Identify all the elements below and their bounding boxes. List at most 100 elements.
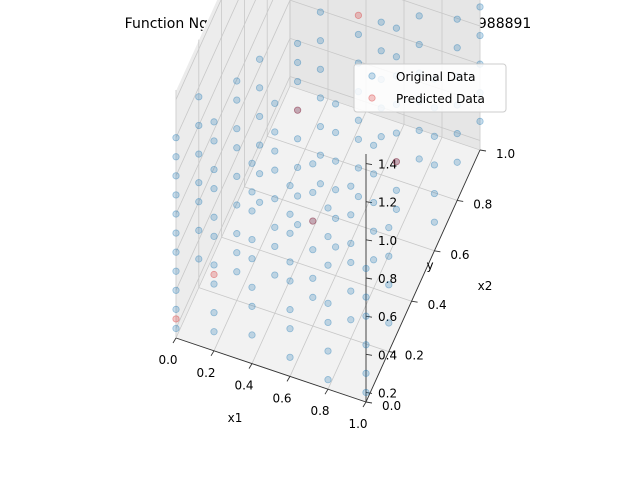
original-data-point xyxy=(354,30,362,39)
y-gridline xyxy=(289,0,481,151)
legend-label: Original Data xyxy=(396,70,475,84)
original-data-point xyxy=(286,229,294,237)
original-data-point xyxy=(286,258,294,266)
original-data-point xyxy=(392,24,400,32)
original-data-point xyxy=(430,189,438,198)
legend-marker xyxy=(368,94,376,102)
original-data-point xyxy=(293,163,302,172)
original-data-point xyxy=(286,210,294,218)
original-data-point xyxy=(385,319,393,327)
y-gridline xyxy=(266,0,458,201)
original-data-point xyxy=(293,39,302,48)
original-data-point xyxy=(293,135,302,143)
original-data-point xyxy=(385,281,393,289)
original-data-point xyxy=(331,186,340,194)
original-data-point xyxy=(210,309,218,317)
original-data-point xyxy=(172,191,180,199)
x-tick-label: 0.0 xyxy=(158,353,177,367)
original-data-point xyxy=(385,224,393,232)
original-data-point xyxy=(210,137,218,145)
original-data-point xyxy=(316,8,324,16)
original-data-point xyxy=(293,106,302,114)
z-tick xyxy=(365,392,373,394)
original-data-point xyxy=(233,125,241,133)
original-data-point xyxy=(377,18,385,26)
original-data-point xyxy=(453,44,461,52)
y-tick xyxy=(434,250,441,253)
original-data-point xyxy=(347,182,355,190)
legend: Original Data Predicted Data xyxy=(353,63,507,113)
original-data-point xyxy=(316,37,324,45)
original-data-point xyxy=(324,347,332,355)
original-data-point xyxy=(233,230,241,238)
z-tick xyxy=(365,277,373,280)
predicted-data-point xyxy=(309,217,317,225)
original-data-point xyxy=(271,223,279,231)
original-data-point xyxy=(392,186,400,194)
original-data-point xyxy=(233,201,241,209)
y-tick xyxy=(457,199,464,202)
y-axis-line xyxy=(365,149,481,403)
original-data-point xyxy=(210,232,218,240)
z-tick xyxy=(365,353,373,356)
original-data-point xyxy=(210,328,218,336)
original-data-point xyxy=(271,128,279,136)
original-data-point xyxy=(331,243,340,251)
original-data-point xyxy=(271,166,279,174)
original-data-point xyxy=(293,58,302,67)
original-data-point xyxy=(195,198,203,206)
y-tick xyxy=(365,401,373,404)
legend-marker xyxy=(368,72,376,80)
original-data-point xyxy=(248,188,256,196)
z-tick-label: 1.0 xyxy=(378,234,397,248)
original-data-point xyxy=(476,3,484,11)
original-data-point xyxy=(453,130,461,138)
original-data-point xyxy=(369,141,378,149)
original-data-point xyxy=(255,141,264,149)
y-tick-label: 0.4 xyxy=(428,298,447,312)
z-tick xyxy=(365,163,373,165)
original-data-point xyxy=(377,47,385,55)
original-data-point xyxy=(293,77,302,86)
original-data-point xyxy=(362,312,370,320)
y-tick-label: 0.2 xyxy=(405,349,424,363)
y-gridline xyxy=(198,39,389,352)
y-tick-label: 1.0 xyxy=(496,147,515,161)
original-data-point xyxy=(430,218,438,226)
original-data-point xyxy=(172,210,180,218)
original-data-point xyxy=(210,185,218,193)
original-data-point xyxy=(210,280,218,288)
y-axis-label: x2 xyxy=(478,279,493,293)
predicted-data-point xyxy=(172,315,180,323)
original-data-point xyxy=(324,204,332,212)
original-data-point xyxy=(430,132,438,140)
original-data-point xyxy=(453,15,461,23)
z-tick xyxy=(365,239,373,242)
z-tick xyxy=(365,315,373,318)
original-data-point xyxy=(316,122,324,131)
x-axis-label: x1 xyxy=(228,411,243,425)
x-tick-label: 0.4 xyxy=(234,379,253,393)
original-data-point xyxy=(248,236,256,244)
original-data-point xyxy=(255,170,264,178)
original-data-point xyxy=(324,261,332,269)
x-tick xyxy=(286,376,291,382)
x-tick xyxy=(172,337,177,344)
original-data-point xyxy=(354,116,362,124)
original-data-point xyxy=(415,155,423,163)
original-data-point xyxy=(286,182,294,190)
original-data-point xyxy=(233,144,241,152)
original-data-point xyxy=(210,261,218,269)
original-data-point xyxy=(392,158,400,166)
original-data-point xyxy=(233,172,241,180)
original-data-point xyxy=(172,229,180,237)
original-data-point xyxy=(354,135,362,143)
original-data-point xyxy=(195,150,203,158)
y-gridline xyxy=(221,0,412,302)
original-data-point xyxy=(248,302,256,310)
predicted-data-point xyxy=(210,270,218,279)
original-data-point xyxy=(347,316,355,324)
original-data-point xyxy=(362,388,370,397)
z-gridline xyxy=(175,0,256,177)
original-data-point xyxy=(271,195,279,203)
